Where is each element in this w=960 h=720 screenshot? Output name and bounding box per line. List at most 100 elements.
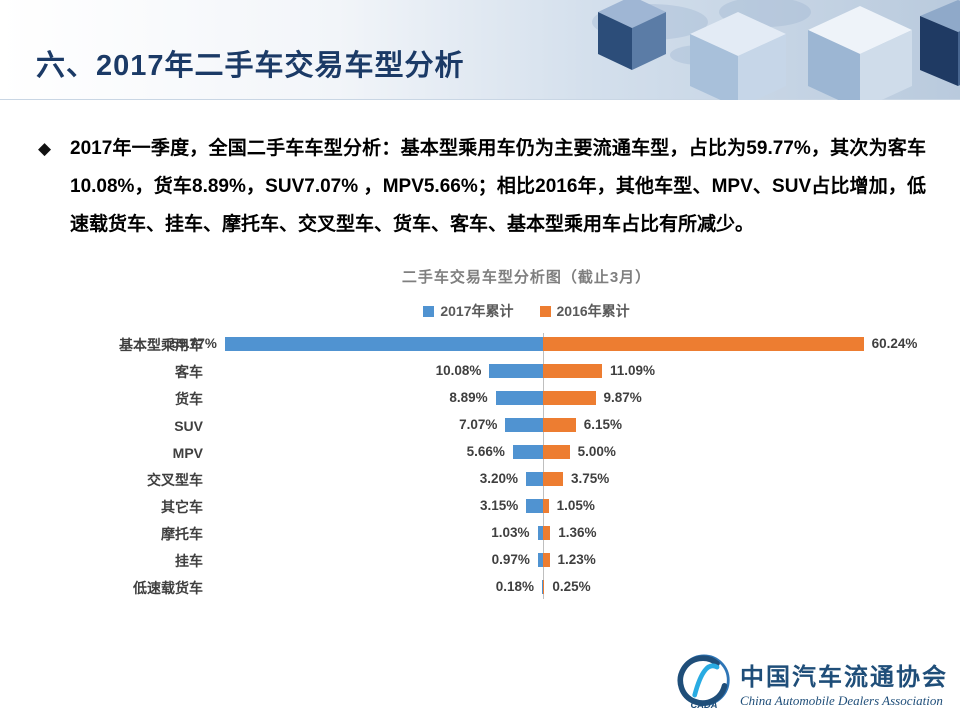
bar-zone-right: 0.25% (543, 574, 933, 601)
category-label: 低速载货车 (133, 579, 203, 596)
value-label-2017: 1.03% (491, 525, 530, 540)
bar-zone-right: 6.15% (543, 412, 933, 439)
bar-zone-left: 3.20% (213, 466, 543, 493)
bar-2017 (537, 553, 543, 567)
bar-2016 (543, 499, 549, 513)
chart-row: SUV 7.07% 6.15% (60, 412, 960, 439)
bar-2017 (526, 499, 543, 513)
chart-row: 货车 8.89% 9.87% (60, 385, 960, 412)
chart-row: 挂车 0.97% 1.23% (60, 547, 960, 574)
header-cubes-decoration (592, 0, 960, 100)
value-label-2016: 9.87% (603, 390, 642, 405)
chart: 二手车交易车型分析图（截止3月） 2017年累计 2016年累计 基本型乘用车 59… (60, 266, 960, 601)
org-footer: CADA 中国汽车流通协会 China Automobile Dealers A… (676, 654, 948, 712)
value-label-2016: 1.05% (556, 498, 595, 513)
bar-zone-left: 3.15% (213, 493, 543, 520)
bar-2016 (543, 364, 603, 378)
bar-zone-right: 1.23% (543, 547, 933, 574)
bar-zone-left: 5.66% (213, 439, 543, 466)
bar-zone-left: 0.18% (213, 574, 543, 601)
chart-row: 交叉型车 3.20% 3.75% (60, 466, 960, 493)
bar-zone-left: 1.03% (213, 520, 543, 547)
page-title: 六、2017年二手车交易车型分析 (36, 50, 465, 82)
category-label: 摩托车 (161, 525, 203, 542)
summary-block: ◆ 2017年一季度，全国二手车车型分析：基本型乘用车仍为主要流通车型，占比为5… (38, 130, 926, 244)
value-label-2017: 3.15% (479, 498, 519, 513)
value-label-2017: 59.77% (171, 336, 217, 351)
bullet-diamond-icon: ◆ (38, 139, 52, 158)
chart-legend: 2017年累计 2016年累计 (60, 301, 960, 321)
category-label: 货车 (175, 390, 203, 407)
category-label: SUV (174, 417, 203, 434)
category-label: 基本型乘用车 (119, 336, 203, 353)
cada-logo-icon: CADA (677, 654, 730, 710)
value-label-2017: 10.08% (435, 363, 482, 378)
chart-row: 低速载货车 0.18% 0.25% (60, 574, 960, 601)
legend-item: 2016年累计 (539, 301, 630, 321)
chart-title: 二手车交易车型分析图（截止3月） (401, 269, 652, 286)
bar-zone-left: 7.07% (213, 412, 543, 439)
center-axis-line (543, 333, 544, 599)
header-banner: 六、2017年二手车交易车型分析 (0, 0, 960, 100)
cada-logo-text: CADA (691, 700, 718, 710)
chart-row: 客车 10.08% 11.09% (60, 358, 960, 385)
value-label-2016: 11.09% (610, 363, 656, 378)
bar-zone-right: 5.00% (543, 439, 933, 466)
legend-label: 2017年累计 (440, 303, 514, 319)
bar-2017 (505, 418, 543, 432)
value-label-2016: 1.36% (558, 525, 597, 540)
bar-2016 (543, 418, 576, 432)
bar-zone-left: 10.08% (213, 358, 543, 385)
value-label-2016: 60.24% (871, 336, 918, 351)
chart-rows: 基本型乘用车 59.77% 60.24% 客车 10.08% 11.09% 货车 8.89% 9… (60, 331, 960, 601)
bar-2016 (543, 580, 545, 594)
bar-2017 (512, 445, 543, 459)
legend-label: 2016年累计 (556, 303, 630, 319)
bar-2016 (543, 553, 550, 567)
bar-zone-left: 0.97% (213, 547, 543, 574)
bar-2017 (525, 472, 543, 486)
value-label-2017: 7.07% (459, 417, 498, 432)
legend-swatch-icon (539, 305, 551, 317)
bar-2017 (495, 391, 543, 405)
bar-zone-right: 1.36% (543, 520, 933, 547)
bar-zone-right: 60.24% (543, 331, 933, 358)
value-label-2016: 5.00% (577, 444, 616, 459)
category-label: 交叉型车 (147, 471, 203, 488)
bar-2017 (224, 337, 543, 351)
org-name-english: China Automobile Dealers Association (740, 693, 943, 708)
chart-row: 其它车 3.15% 1.05% (60, 493, 960, 520)
summary-text: 2017年一季度，全国二手车车型分析：基本型乘用车仍为主要流通车型，占比为59.… (70, 138, 926, 235)
chart-row: 基本型乘用车 59.77% 60.24% (60, 331, 960, 358)
chart-row: 摩托车 1.03% 1.36% (60, 520, 960, 547)
legend-swatch-icon (423, 305, 435, 317)
bar-zone-right: 1.05% (543, 493, 933, 520)
value-label-2016: 6.15% (583, 417, 622, 432)
cube-light-center (690, 12, 786, 100)
bar-2017 (489, 364, 543, 378)
value-label-2017: 5.66% (466, 444, 505, 459)
bar-2016 (543, 337, 864, 351)
bar-2016 (543, 391, 596, 405)
category-label: MPV (172, 444, 203, 461)
value-label-2016: 1.23% (557, 552, 596, 567)
bar-zone-left: 59.77% (171, 331, 543, 358)
value-label-2017: 8.89% (449, 390, 488, 405)
bar-2016 (543, 472, 563, 486)
value-label-2016: 3.75% (570, 471, 610, 486)
cube-dark-top (598, 0, 666, 70)
category-label: 其它车 (161, 498, 203, 515)
bar-2017 (537, 526, 543, 540)
value-label-2017: 3.20% (479, 471, 518, 486)
bar-zone-right: 9.87% (543, 385, 933, 412)
org-name-block: 中国汽车流通协会 China Automobile Dealers Associ… (740, 657, 948, 709)
bar-2017 (542, 580, 543, 594)
org-name-chinese: 中国汽车流通协会 (740, 664, 948, 691)
category-label: 挂车 (175, 552, 203, 569)
value-label-2017: 0.97% (491, 552, 530, 567)
bar-2016 (543, 526, 551, 540)
value-label-2016: 0.25% (552, 579, 591, 594)
bar-zone-right: 3.75% (543, 466, 933, 493)
cube-navy-corner (920, 0, 960, 86)
